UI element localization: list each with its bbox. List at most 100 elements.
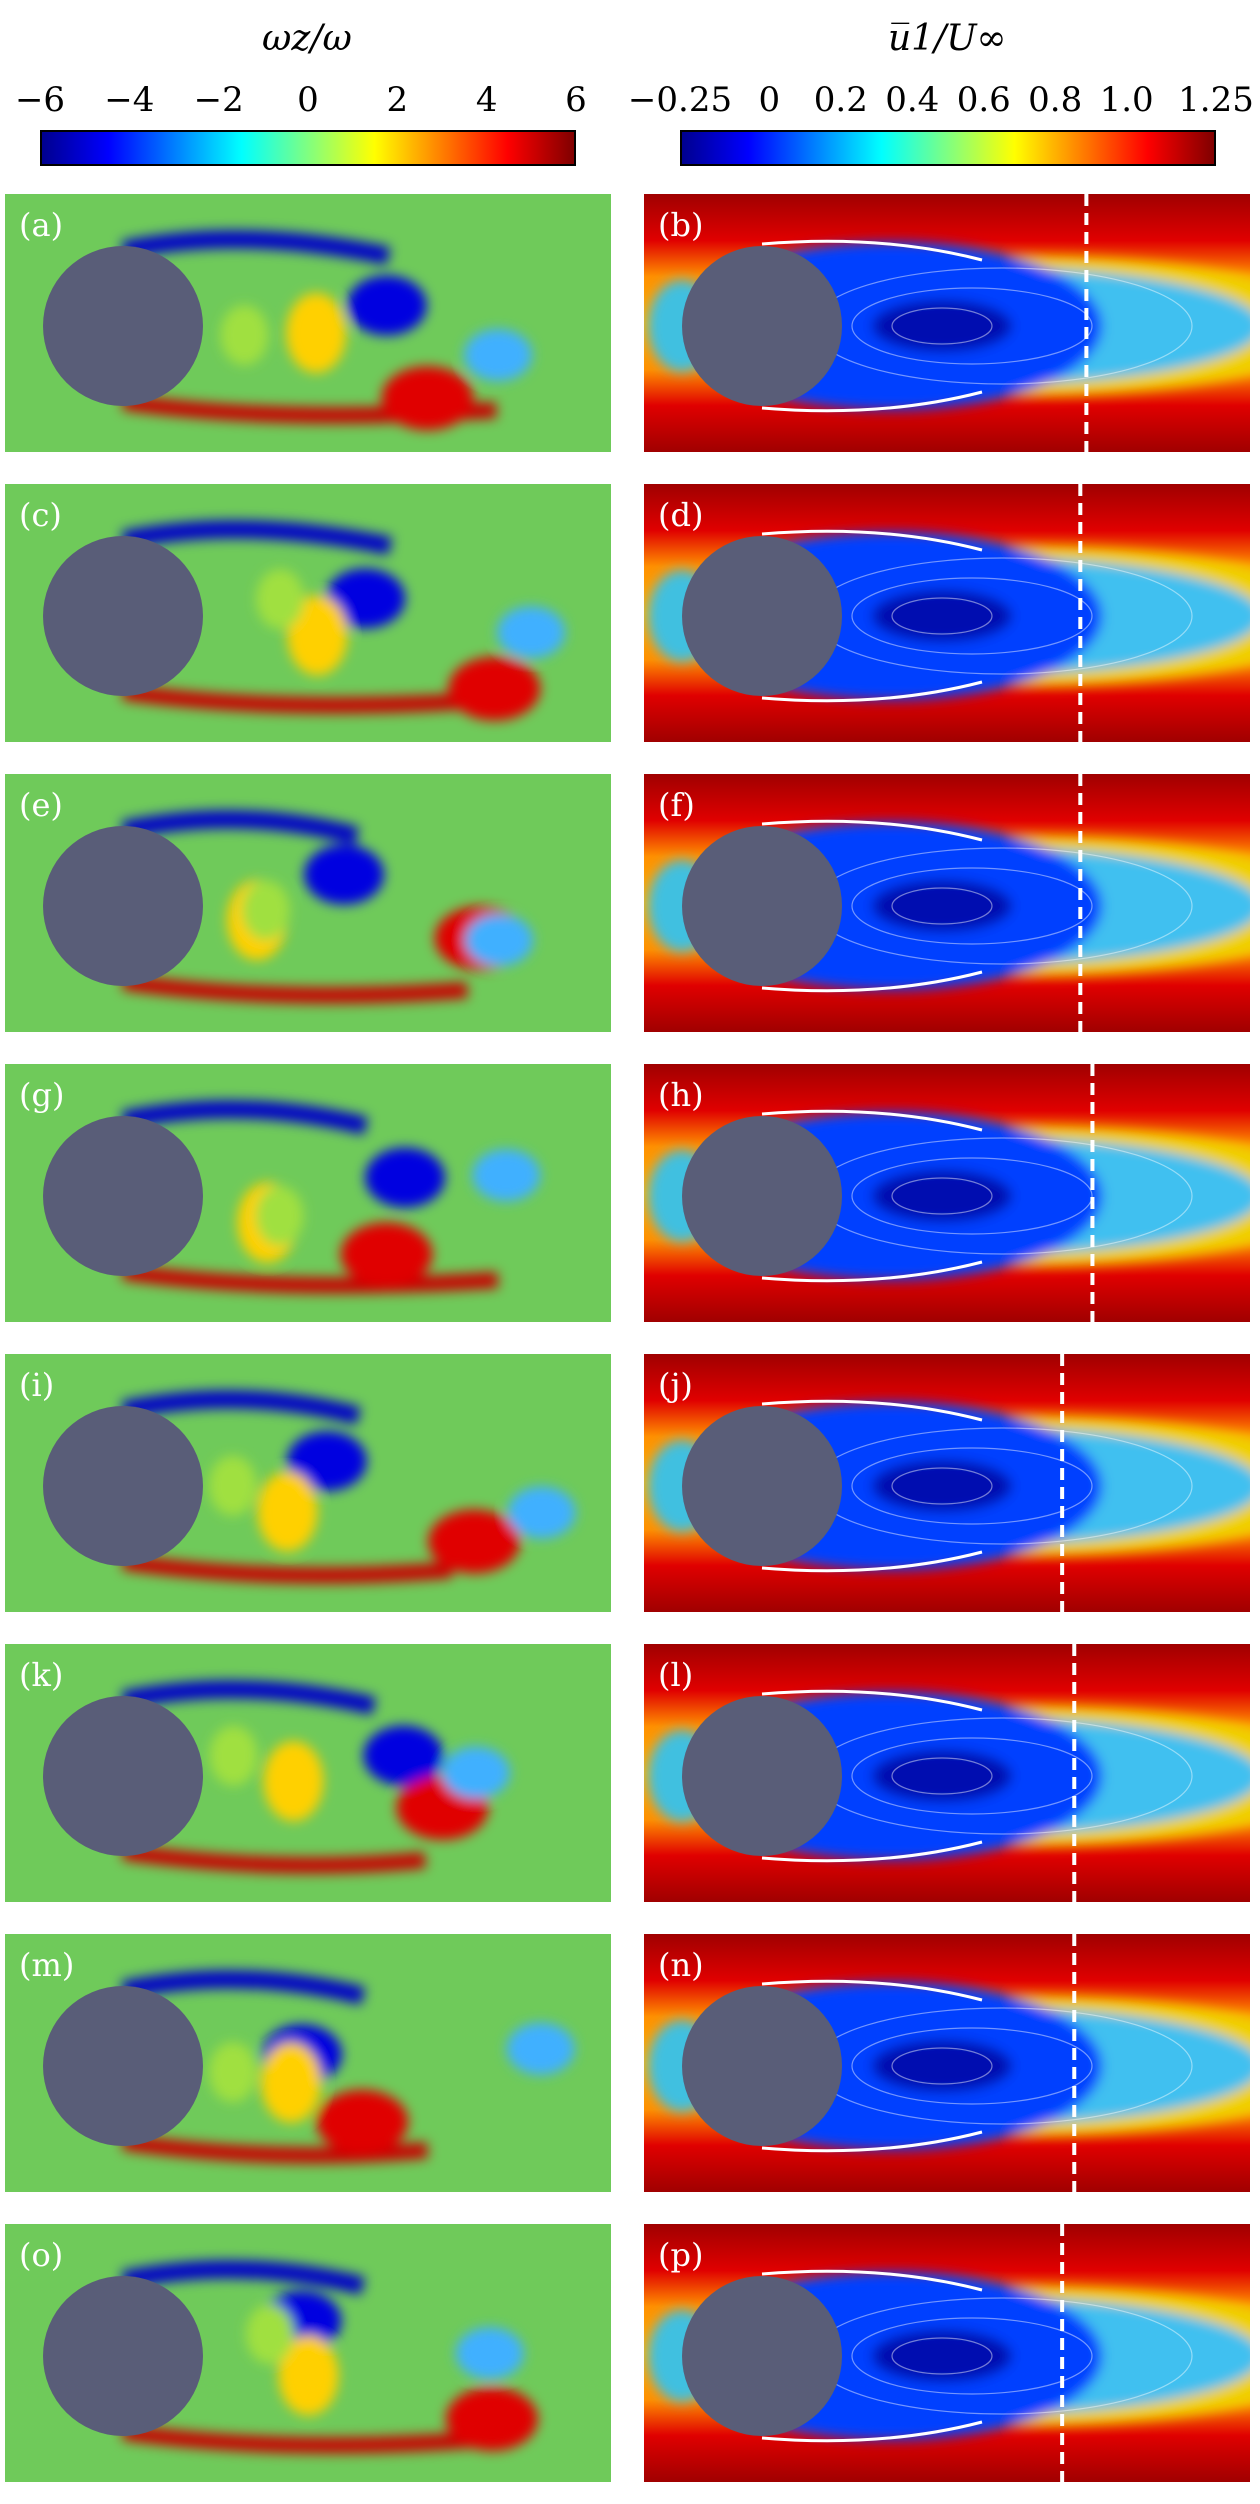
contour-line <box>851 1737 1093 1815</box>
vortex-blob <box>246 2304 295 2365</box>
vortex-blob <box>340 1222 433 1287</box>
velocity-tick-label: 0.4 <box>885 80 940 120</box>
vortex-blob <box>286 292 347 373</box>
vortex-blob <box>365 1147 446 1208</box>
lower-contour <box>761 970 983 993</box>
vorticity-tick-label: 0 <box>297 80 319 120</box>
recirculation-core <box>872 880 1012 932</box>
panel-label: (e) <box>19 786 63 824</box>
lower-shear-layer <box>121 1554 453 1584</box>
upper-contour <box>761 1109 983 1132</box>
contour-line <box>891 2047 993 2085</box>
contour-line <box>851 867 1093 945</box>
mean-velocity-field <box>644 1644 1250 1902</box>
mean-velocity-panel: (h) <box>644 1064 1250 1322</box>
mean-velocity-panel: (l) <box>644 1644 1250 1902</box>
recirculation-core <box>872 2330 1012 2382</box>
vortex-blob <box>208 2042 257 2103</box>
vortex-blob <box>257 1471 318 1552</box>
cylinder <box>682 246 842 406</box>
vortex-blob <box>428 1509 521 1574</box>
vorticity-tick-label: 4 <box>475 80 498 120</box>
vorticity-panel: (e) <box>5 774 611 1032</box>
vorticity-panel: (i) <box>5 1354 611 1612</box>
contour-line <box>851 2027 1093 2105</box>
recirculation-core <box>872 300 1012 352</box>
vortex-blob <box>263 1741 324 1822</box>
contour-line <box>891 1177 993 1215</box>
vorticity-panel: (o) <box>5 2224 611 2482</box>
velocity-tick-label: 0.8 <box>1028 80 1083 120</box>
vorticity-field <box>5 484 611 742</box>
contour-line <box>891 307 993 345</box>
vorticity-field <box>5 1064 611 1322</box>
lower-shear-layer <box>121 684 488 714</box>
mean-velocity-field <box>644 1354 1250 1612</box>
lower-contour <box>761 2420 983 2443</box>
upper-shear-layer <box>121 2260 366 2295</box>
vortex-blob <box>441 1746 510 1799</box>
vortex-blob <box>506 2022 575 2075</box>
panel-label: (j) <box>658 1366 693 1404</box>
vorticity-tick-label: 6 <box>565 80 587 120</box>
cylinder <box>43 826 203 986</box>
cylinder <box>682 1116 842 1276</box>
panel-label: (p) <box>658 2236 704 2274</box>
vortex-blob <box>497 606 566 659</box>
velocity-colorbar <box>680 130 1216 166</box>
vorticity-field <box>5 2224 611 2482</box>
contour-line <box>891 887 993 925</box>
lower-shear-layer <box>121 1844 426 1874</box>
velocity-colorbar-title: u̅1/U∞ <box>888 18 1007 59</box>
vorticity-panel: (k) <box>5 1644 611 1902</box>
contour-line <box>891 1757 993 1795</box>
vortex-blob <box>209 1725 258 1786</box>
mean-velocity-panel: (j) <box>644 1354 1250 1612</box>
mean-velocity-field <box>644 774 1250 1032</box>
lower-shear-layer <box>121 1264 499 1294</box>
panel-label: (k) <box>19 1656 64 1694</box>
vorticity-field <box>5 194 611 452</box>
vortex-blob <box>256 569 305 630</box>
lower-shear-layer <box>121 974 468 1004</box>
cylinder <box>43 536 203 696</box>
vortex-blob <box>363 1725 444 1786</box>
recirculation-core <box>872 590 1012 642</box>
panel-label: (l) <box>658 1656 694 1694</box>
mean-velocity-panel: (b) <box>644 194 1250 452</box>
velocity-tick-label: 0.2 <box>813 80 868 120</box>
lower-contour <box>761 1260 983 1283</box>
mean-velocity-field <box>644 2224 1250 2482</box>
vorticity-field <box>5 1934 611 2192</box>
upper-contour <box>761 1689 983 1712</box>
cylinder <box>43 1986 203 2146</box>
upper-shear-layer <box>121 1390 361 1425</box>
panel-label: (a) <box>19 206 64 244</box>
upper-contour <box>761 1399 983 1422</box>
recirculation-core <box>872 2040 1012 2092</box>
recirculation-core <box>872 1170 1012 1222</box>
vorticity-panel: (c) <box>5 484 611 742</box>
contour-line <box>851 287 1093 365</box>
cylinder <box>682 1406 842 1566</box>
recirculation-core <box>872 1750 1012 1802</box>
vortex-blob <box>278 2335 339 2416</box>
mean-velocity-field <box>644 484 1250 742</box>
upper-shear-layer <box>121 1970 366 2005</box>
contour-line <box>851 2317 1093 2395</box>
cylinder <box>682 2276 842 2436</box>
lower-contour <box>761 680 983 703</box>
vortex-blob <box>303 844 384 905</box>
vortex-blob <box>208 1455 257 1516</box>
vorticity-panel: (g) <box>5 1064 611 1322</box>
contour-line <box>851 577 1093 655</box>
contour-line <box>851 1157 1093 1235</box>
vortex-blob <box>261 2042 322 2123</box>
vorticity-tick-label: −4 <box>104 80 155 120</box>
vortex-blob <box>445 2387 538 2452</box>
panel-label: (f) <box>658 786 695 824</box>
vortex-blob <box>255 1185 304 1246</box>
vortex-blob <box>346 275 427 336</box>
upper-contour <box>761 529 983 552</box>
vorticity-tick-label: 2 <box>386 80 409 120</box>
